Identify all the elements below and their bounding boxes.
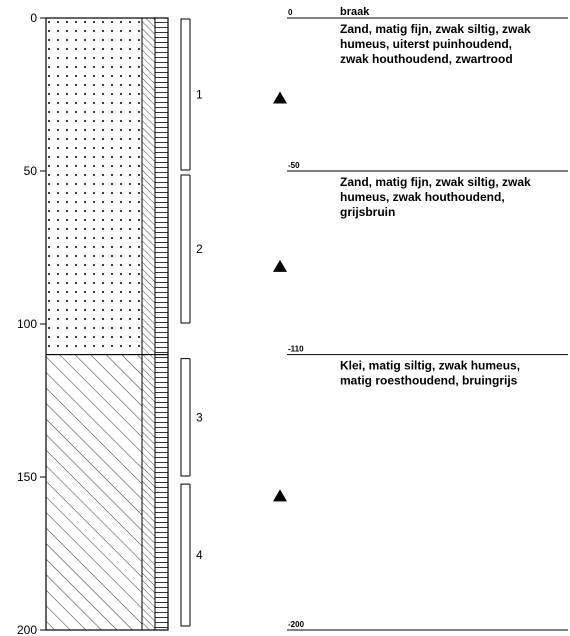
sample-label: 4 — [196, 548, 203, 562]
sample-bracket-1: 1 — [180, 18, 203, 171]
sample-label: 1 — [196, 88, 203, 102]
triangle-icon — [273, 259, 287, 272]
sample-bracket-outer — [180, 483, 190, 627]
layer-3: -200 — [287, 620, 568, 631]
sample-intervals: 1 2 3 4 — [180, 18, 203, 627]
triangle-icon — [273, 489, 287, 502]
lithology-humus-strip — [141, 354, 156, 631]
layer-description-line: Zand, matig fijn, zwak siltig, zwak — [340, 22, 531, 36]
layer-descriptions: 0 braak Zand, matig fijn, zwak siltig, zwa… — [287, 6, 568, 631]
layer-description-line: matig roesthoudend, bruingrijs — [340, 374, 518, 388]
sample-bracket-outer — [180, 18, 190, 171]
depth-tick-label: 50 — [24, 164, 38, 178]
sample-label: 2 — [196, 242, 203, 256]
lithology-column — [45, 17, 169, 631]
layer-1: -50 Zand, matig fijn, zwak siltig, zwakhu… — [287, 161, 568, 219]
sample-label: 3 — [196, 410, 203, 424]
layer-description-line: Klei, matig siltig, zwak humeus, — [340, 359, 520, 373]
depth-tick-label: 100 — [17, 317, 37, 331]
depth-tick-label: 150 — [17, 470, 37, 484]
layer-description-line: Zand, matig fijn, zwak siltig, zwak — [340, 175, 531, 189]
sample-bracket-2: 2 — [180, 174, 203, 324]
layer-description-line: zwak houthoudend, zwartrood — [340, 52, 513, 66]
lithology-main-clay-hatch — [45, 354, 143, 631]
layer-0: 0 braak Zand, matig fijn, zwak siltig, zwa… — [287, 6, 568, 66]
lithology-column-border — [45, 17, 169, 631]
layer-depth-label: 0 — [288, 8, 293, 17]
depth-tick-label: 0 — [30, 11, 37, 25]
layer-depth-label: -50 — [288, 161, 300, 170]
layer-description-line: humeus, zwak houthoudend, — [340, 190, 505, 204]
layer-description-line: humeus, uiterst puinhoudend, — [340, 37, 512, 51]
depth-axis: 0 50 100 150 200 — [17, 11, 47, 636]
layer-depth-label: -110 — [288, 345, 304, 354]
layer-description-line: grijsbruin — [340, 205, 395, 219]
lithology-debris-strip — [154, 354, 169, 631]
triangle-icon — [273, 91, 287, 104]
layer-depth-label: -200 — [288, 620, 305, 629]
sample-bracket-outer — [180, 174, 190, 324]
layer-header: braak — [340, 6, 370, 18]
sample-markers — [273, 91, 287, 502]
lithology-debris-strip — [154, 17, 169, 356]
sample-bracket-outer — [180, 358, 190, 477]
lithology-main-sand-dots — [45, 17, 143, 356]
sample-bracket-3: 3 — [180, 358, 203, 477]
depth-tick-label: 200 — [17, 623, 37, 636]
sample-bracket-4: 4 — [180, 483, 203, 627]
lithology-humus-strip — [141, 17, 156, 356]
layer-2: -110 Klei, matig siltig, zwak humeus,mati… — [287, 345, 568, 388]
